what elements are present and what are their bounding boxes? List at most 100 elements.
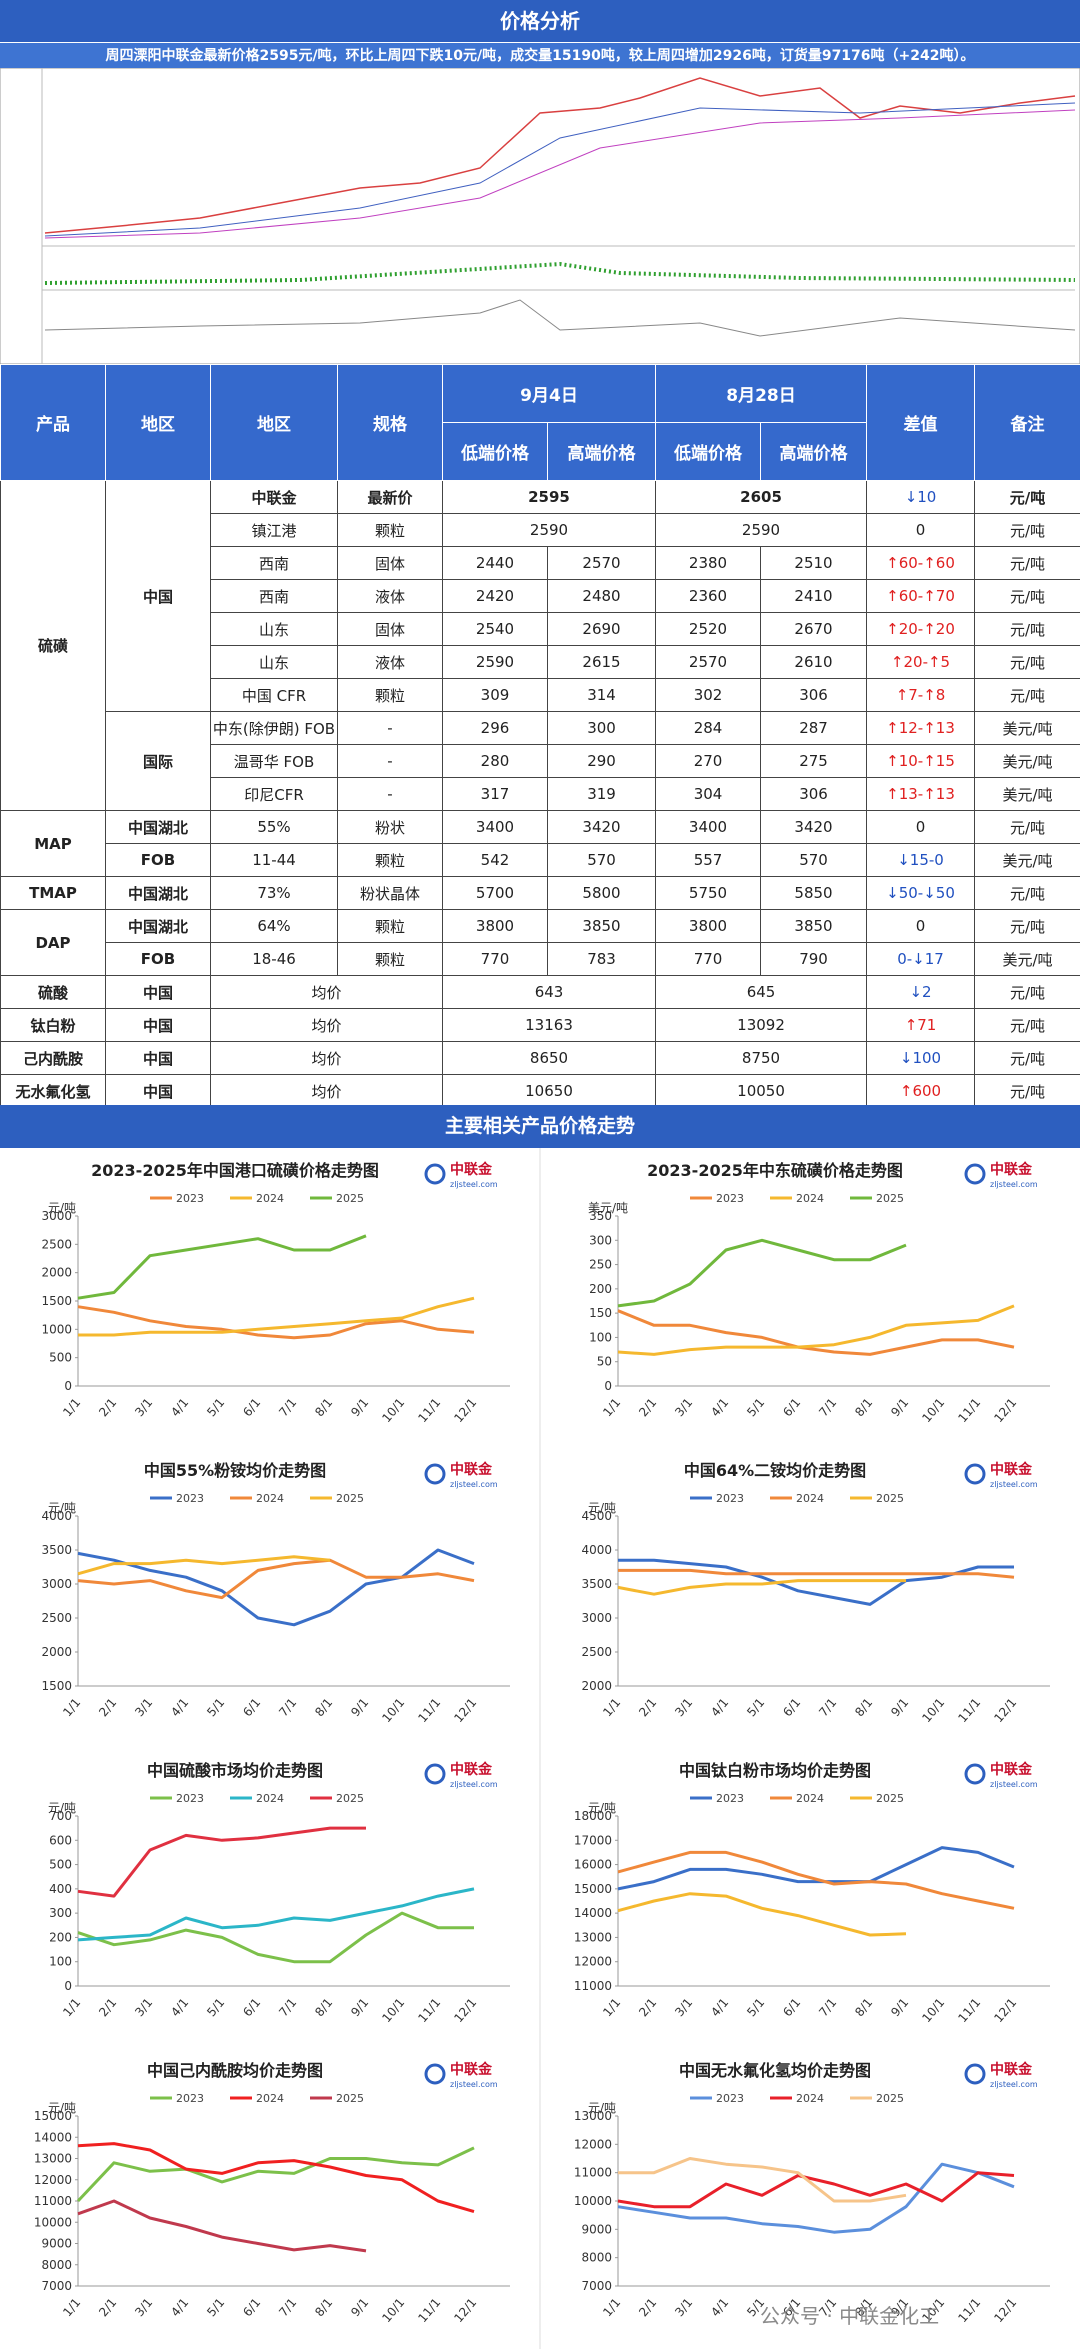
- series-line: [78, 1296, 475, 1337]
- series-line: [77, 2142, 475, 2214]
- summary: 周四溧阳中联金最新价格2595元/吨，环比上周四下跌10元/吨，成交量15190…: [0, 42, 1080, 68]
- logo-icon: [964, 1763, 986, 1785]
- y-axis-label: 美元/吨: [588, 1201, 628, 1215]
- table-cell: 元/吨: [974, 612, 1080, 646]
- header-cell: 8月28日: [655, 364, 868, 423]
- table-cell: 300: [546, 711, 657, 745]
- x-tick-label: 6/1: [240, 1696, 263, 1720]
- legend-label: 2023: [716, 1492, 744, 1505]
- table-row: 无水氟化氢 中国 均价 10650 10050 ↑600 元/吨: [0, 1074, 1080, 1108]
- y-tick-label: 100: [49, 1955, 72, 1969]
- x-tick-label: 4/1: [168, 1996, 191, 2020]
- table-cell: 液体: [337, 579, 443, 613]
- table-row: 印尼CFR -317 319 304 306 ↑13-↑13 美元/吨: [1, 777, 1080, 811]
- table-cell: 296: [442, 711, 548, 745]
- y-tick-label: 12000: [574, 1955, 612, 1969]
- table-cell: ↑71: [866, 1008, 976, 1042]
- series-line: [617, 1309, 1015, 1356]
- logo-name: 中联金: [990, 2061, 1033, 2078]
- table-cell: 8650: [441, 1041, 657, 1075]
- chart-title: 中国64%二铵均价走势图: [684, 1461, 866, 1480]
- table-cell: 13092: [655, 1008, 868, 1042]
- y-tick-label: 400: [49, 1882, 72, 1896]
- y-tick-label: 500: [49, 1351, 72, 1365]
- table-cell: 元/吨: [974, 1074, 1080, 1108]
- ma-line: [44, 102, 1076, 237]
- table-cell: 2520: [655, 612, 762, 646]
- logo-url: zljsteel.com: [450, 1480, 498, 1489]
- logo-name: 中联金: [450, 1161, 493, 1178]
- x-tick-label: 11/1: [955, 1396, 983, 1426]
- table-cell: 10050: [655, 1074, 868, 1108]
- table-cell: 570: [546, 843, 657, 877]
- x-tick-label: 10/1: [919, 1396, 947, 1426]
- y-tick-label: 9000: [41, 2237, 72, 2251]
- table-cell: 3800: [655, 909, 762, 943]
- table-cell: 302: [655, 678, 762, 712]
- logo-icon: [964, 1463, 986, 1485]
- y-tick-label: 2000: [41, 1266, 72, 1280]
- table-cell: 290: [546, 744, 657, 778]
- legend-label: 2023: [176, 1792, 204, 1805]
- ma-line: [44, 109, 1076, 239]
- y-tick-label: 4000: [581, 1543, 612, 1557]
- y-tick-label: 17000: [574, 1833, 612, 1847]
- x-tick-label: 3/1: [132, 1696, 155, 1720]
- y-tick-label: 2000: [581, 1679, 612, 1693]
- y-tick-label: 300: [589, 1233, 612, 1247]
- x-tick-label: 12/1: [991, 1696, 1019, 1726]
- y-tick-label: 14000: [574, 1906, 612, 1920]
- x-tick-label: 8/1: [312, 2296, 335, 2320]
- table-cell: 309: [442, 678, 548, 712]
- series-line: [77, 1826, 366, 1898]
- table-cell: 美元/吨: [974, 942, 1080, 976]
- x-tick-label: 7/1: [276, 1996, 299, 2020]
- legend-label: 2024: [256, 1192, 284, 1205]
- table-cell: 硫酸: [0, 975, 106, 1009]
- table-cell: 0: [866, 513, 976, 547]
- table-cell: 2510: [760, 546, 868, 580]
- chart-title: 中国钛白粉市场均价走势图: [679, 1761, 871, 1780]
- legend-label: 2024: [256, 1792, 284, 1805]
- x-tick-label: 5/1: [204, 1996, 227, 2020]
- table-cell: 306: [760, 678, 868, 712]
- table-cell: 3400: [655, 810, 762, 844]
- y-tick-label: 3000: [41, 1209, 72, 1223]
- table-cell: 固体: [337, 612, 443, 646]
- x-tick-label: 7/1: [816, 1996, 839, 2020]
- table-cell: 己内酰胺: [0, 1041, 106, 1075]
- series-line: [617, 1850, 1015, 1910]
- table-cell: 287: [760, 711, 868, 745]
- table-cell: 304: [655, 777, 762, 811]
- x-tick-label: 7/1: [276, 1696, 299, 1720]
- x-tick-label: 4/1: [168, 2296, 191, 2320]
- x-tick-label: 9/1: [348, 1996, 371, 2020]
- header-cell: 备注: [974, 364, 1080, 481]
- y-tick-label: 200: [49, 1930, 72, 1944]
- x-tick-label: 12/1: [991, 2296, 1019, 2326]
- y-tick-label: 2500: [581, 1645, 612, 1659]
- y-tick-label: 2000: [41, 1645, 72, 1659]
- x-tick-label: 3/1: [672, 1396, 695, 1420]
- y-tick-label: 18000: [574, 1809, 612, 1823]
- table-cell: TMAP: [0, 876, 106, 910]
- table-cell: 镇江港: [210, 513, 338, 547]
- table-row: 硫磺 中国 中联金 最新价 2595 2605 ↓10 元/吨: [0, 480, 1080, 811]
- logo-icon: [424, 1463, 446, 1485]
- table-cell: FOB: [105, 843, 211, 877]
- table-cell: 280: [442, 744, 548, 778]
- series-line: [618, 1568, 1015, 1579]
- table-cell: 元/吨: [974, 678, 1080, 712]
- legend-label: 2023: [176, 1492, 204, 1505]
- x-tick-label: 10/1: [379, 2296, 407, 2326]
- table-cell: 270: [655, 744, 762, 778]
- y-tick-label: 2500: [41, 1237, 72, 1251]
- table-cell: 中国: [105, 1008, 211, 1042]
- y-tick-label: 11000: [34, 2194, 72, 2208]
- price-line: [44, 77, 1076, 234]
- legend-label: 2023: [716, 1192, 744, 1205]
- y-axis-label: 元/吨: [588, 1801, 616, 1815]
- table-cell: 2480: [546, 579, 657, 613]
- table-cell: 2410: [760, 579, 868, 613]
- logo-url: zljsteel.com: [990, 1180, 1038, 1189]
